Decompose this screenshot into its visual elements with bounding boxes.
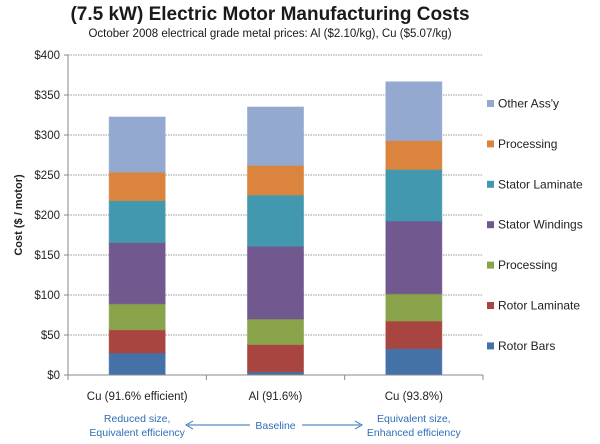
axes	[67, 55, 484, 380]
x-tick-label: Cu (91.6% efficient)	[87, 391, 188, 403]
legend-item: Processing	[487, 137, 557, 151]
bar-segment	[247, 318, 304, 346]
x-tick-label: Cu (93.8%)	[385, 391, 443, 403]
y-tick-label: $250	[34, 170, 60, 182]
y-tick-label: $300	[34, 130, 60, 142]
annotation-right-line1: Equivalent size,	[377, 413, 451, 425]
chart-title: (7.5 kW) Electric Motor Manufacturing Co…	[70, 4, 470, 25]
legend-label: Stator Laminate	[498, 177, 583, 191]
bar-segment	[247, 344, 304, 373]
y-axis-ticks: $0 $50 $100 $150 $200 $250 $300 $350 $400	[34, 50, 68, 382]
bar-stack	[108, 116, 166, 376]
legend-label: Rotor Bars	[498, 339, 555, 353]
y-tick-label: $350	[34, 90, 60, 102]
bar-segment	[247, 194, 304, 247]
annotations: Reduced size, Equivalent efficiency Baseli…	[89, 413, 461, 439]
legend-swatch	[487, 180, 494, 188]
bar-segment	[108, 242, 166, 305]
legend-item: Other Ass'y	[487, 97, 559, 111]
legend-item: Rotor Bars	[487, 339, 555, 353]
annotation-left-line1: Reduced size,	[104, 413, 171, 425]
legend-swatch	[487, 302, 494, 309]
bar-segment	[108, 303, 166, 331]
y-tick-label: $50	[41, 330, 60, 342]
bar-segment	[247, 164, 304, 196]
legend-item: Stator Laminate	[487, 177, 583, 191]
y-tick-label: $200	[34, 210, 60, 222]
bar-segment	[385, 348, 443, 376]
legend-swatch	[487, 342, 494, 350]
bar-stack	[385, 81, 443, 376]
legend-label: Other Ass'y	[498, 97, 559, 111]
x-tick-label: Al (91.6%)	[249, 391, 303, 403]
legend-item: Stator Windings	[487, 218, 583, 232]
legend-swatch	[487, 140, 494, 148]
bar-segment	[247, 106, 304, 166]
annotation-center: Baseline	[255, 420, 295, 432]
bar-segment	[385, 140, 443, 170]
y-axis-label: Cost ($ / motor)	[13, 174, 25, 256]
arrow-left-head	[184, 420, 194, 430]
bar-segment	[108, 352, 166, 376]
bar-segment	[108, 116, 166, 173]
bar-segment	[108, 200, 166, 244]
y-tick-label: $400	[34, 50, 60, 62]
arrow-right-head	[354, 420, 364, 430]
legend-label: Stator Windings	[498, 218, 583, 232]
legend-label: Processing	[498, 258, 557, 272]
x-axis-labels: Cu (91.6% efficient) Al (91.6%) Cu (93.8%)	[87, 391, 443, 403]
bar-segment	[385, 168, 443, 222]
bar-segment	[385, 293, 443, 322]
legend: Other Ass'y Processing Stator Laminate Stat…	[487, 97, 583, 353]
bar-segment	[247, 245, 304, 320]
bar-segment	[385, 220, 443, 295]
bar-segment	[385, 81, 443, 142]
legend-label: Rotor Laminate	[498, 299, 580, 313]
bar-segment	[108, 171, 166, 202]
legend-swatch	[487, 261, 494, 269]
y-tick-label: $0	[47, 370, 60, 382]
bar-stack	[247, 106, 304, 376]
annotation-left-line2: Equivalent efficiency	[89, 427, 185, 439]
legend-item: Processing	[487, 258, 557, 272]
legend-swatch	[487, 100, 494, 107]
chart-subtitle: October 2008 electrical grade metal pric…	[88, 28, 452, 40]
bar-segment	[108, 329, 166, 354]
bars	[108, 81, 443, 376]
y-tick-label: $150	[34, 250, 60, 262]
legend-item: Rotor Laminate	[487, 299, 580, 313]
y-tick-label: $100	[34, 290, 60, 302]
annotation-right-line2: Enhanced efficiency	[367, 427, 462, 439]
bar-segment	[385, 320, 443, 350]
legend-swatch	[487, 221, 494, 229]
legend-label: Processing	[498, 137, 557, 151]
